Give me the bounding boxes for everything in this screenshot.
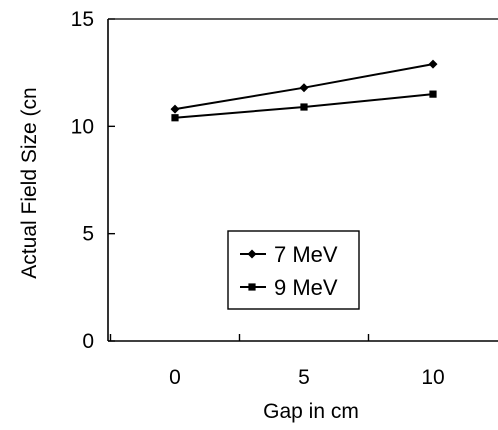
legend: 7 MeV 9 MeV — [227, 230, 360, 310]
data-point — [429, 90, 437, 98]
y-tick-label: 5 — [82, 223, 94, 246]
y-tick-label: 10 — [71, 115, 94, 138]
y-axis-title: Actual Field Size (cn — [18, 87, 41, 278]
series-layer — [170, 59, 438, 122]
legend-label: 9 MeV — [274, 275, 338, 300]
legend-item: 9 MeV — [240, 275, 338, 300]
x-tick-label: 5 — [298, 366, 310, 389]
legend-box — [227, 230, 360, 310]
legend-item: 7 MeV — [240, 242, 338, 267]
legend-swatch-marker — [247, 249, 257, 259]
data-point — [171, 114, 179, 122]
plot-area — [107, 18, 498, 342]
data-point — [299, 83, 309, 93]
legend-label: 7 MeV — [274, 242, 338, 267]
data-point — [170, 104, 180, 114]
x-tick-label: 0 — [169, 366, 181, 389]
x-axis-ticks: 0 5 10 — [109, 334, 445, 389]
series-1 — [170, 59, 438, 114]
data-point — [300, 103, 308, 111]
y-tick-label: 0 — [82, 330, 94, 353]
x-axis-title: Gap in cm — [263, 400, 359, 423]
y-tick-label: 15 — [71, 8, 94, 31]
data-point — [428, 59, 438, 69]
series-2 — [171, 90, 437, 122]
x-tick-label: 10 — [421, 366, 444, 389]
legend-swatch-marker — [248, 283, 256, 291]
y-axis-ticks: 0 5 10 15 — [71, 8, 115, 353]
